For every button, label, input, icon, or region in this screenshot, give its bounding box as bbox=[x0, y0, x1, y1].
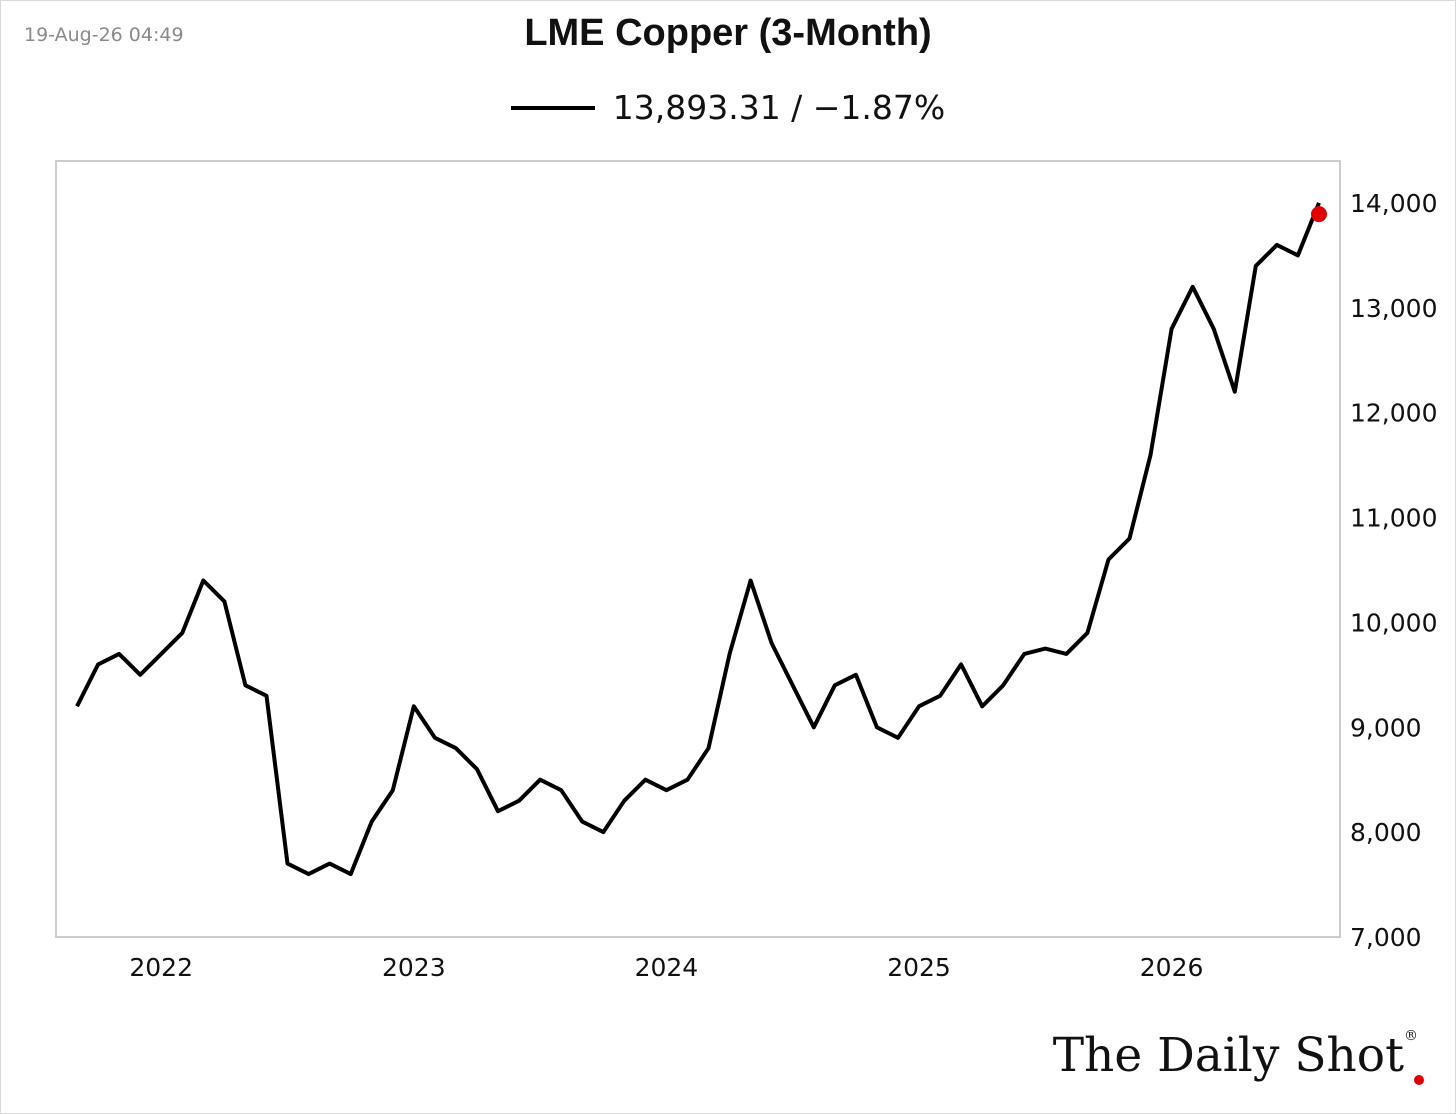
logo-dot-icon bbox=[1414, 1075, 1424, 1085]
y-tick-label: 14,000 bbox=[1350, 189, 1437, 218]
y-tick-label: 9,000 bbox=[1350, 713, 1422, 742]
legend-entry: 13,893.31 / −1.87% bbox=[612, 88, 946, 127]
plot-area bbox=[55, 160, 1341, 938]
registered-mark: ® bbox=[1404, 1028, 1418, 1044]
legend: 13,893.31 / −1.87% bbox=[0, 88, 1456, 127]
y-axis: 7,000 8,000 9,000 10,000 11,000 12,000 13,000 1… bbox=[1350, 189, 1437, 952]
y-tick-label: 13,000 bbox=[1350, 294, 1437, 323]
y-tick-label: 10,000 bbox=[1350, 608, 1437, 637]
x-tick-label: 2026 bbox=[1140, 953, 1204, 982]
x-axis: 2022 2023 2024 2025 2026 bbox=[129, 953, 1203, 982]
y-tick-label: 8,000 bbox=[1350, 818, 1422, 847]
y-tick-label: 7,000 bbox=[1350, 923, 1422, 952]
x-tick-label: 2022 bbox=[129, 953, 193, 982]
y-tick-label: 11,000 bbox=[1350, 504, 1437, 533]
last-value-marker bbox=[1311, 206, 1327, 223]
brand-logo: The Daily Shot® bbox=[1053, 1028, 1418, 1083]
logo-text: The Daily Shot bbox=[1052, 1028, 1404, 1083]
y-tick-label: 12,000 bbox=[1350, 399, 1437, 428]
timestamp: 19-Aug-26 04:49 bbox=[24, 24, 184, 46]
x-tick-label: 2023 bbox=[382, 953, 446, 982]
legend-swatch bbox=[510, 105, 595, 110]
chart-title: LME Copper (3-Month) bbox=[524, 12, 932, 54]
x-tick-label: 2024 bbox=[635, 953, 699, 982]
series-layer bbox=[75, 202, 1327, 877]
x-tick-label: 2025 bbox=[887, 953, 951, 982]
series-line bbox=[75, 202, 1321, 877]
